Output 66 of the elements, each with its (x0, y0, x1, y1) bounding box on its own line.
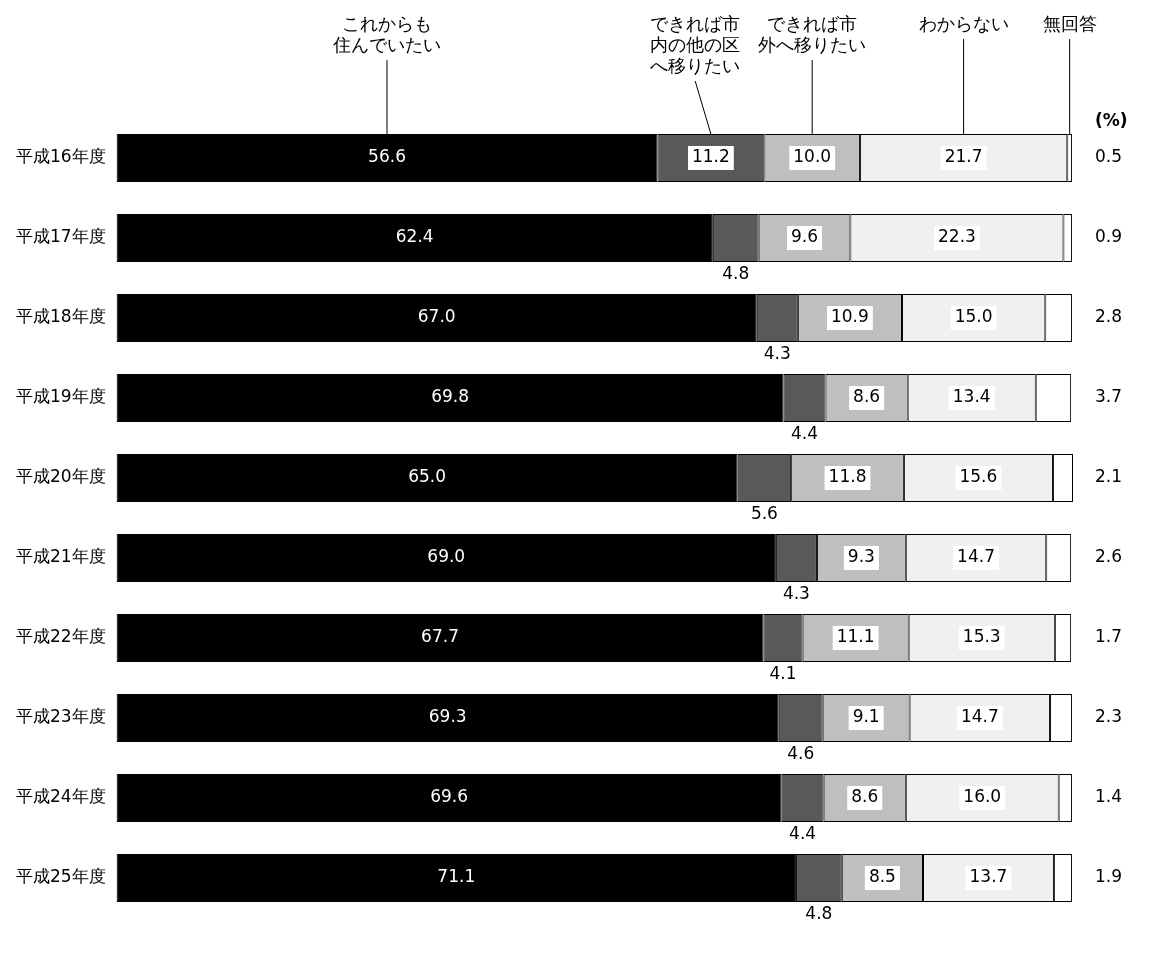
y-tick-label: 平成21年度 (15, 546, 106, 567)
data-label: 15.3 (962, 626, 1001, 647)
data-label: 56.6 (368, 146, 406, 167)
data-label: 69.8 (431, 386, 469, 407)
data-label: 0.9 (1095, 226, 1123, 247)
data-label: 4.4 (789, 823, 817, 844)
text: わからない (918, 12, 1009, 34)
data-label: 2.8 (1095, 306, 1123, 327)
data-label: 1.9 (1095, 866, 1123, 887)
y-tick-label: 平成25年度 (15, 866, 106, 887)
data-label: 21.7 (944, 146, 983, 167)
data-label: 2.1 (1095, 466, 1123, 487)
data-label: 13.7 (969, 866, 1008, 887)
data-label: 14.7 (960, 706, 999, 727)
data-label: 4.1 (769, 663, 797, 684)
y-tick-label: 平成18年度 (15, 306, 106, 327)
data-label: 4.8 (722, 263, 750, 284)
data-label: 16.0 (963, 786, 1002, 807)
y-tick-label: 平成16年度 (15, 146, 106, 167)
data-label: 11.2 (691, 146, 730, 167)
data-label: 8.6 (853, 386, 881, 407)
data-label: 10.0 (793, 146, 832, 167)
y-tick-label: 平成20年度 (15, 466, 106, 487)
data-label: 62.4 (395, 226, 434, 247)
y-tick-label: 平成22年度 (15, 626, 106, 647)
y-tick-label: 平成24年度 (15, 786, 106, 807)
data-label: 9.6 (791, 226, 819, 247)
data-label: 67.0 (417, 306, 456, 327)
data-label: 11.8 (828, 466, 867, 487)
data-label: 15.0 (954, 306, 993, 327)
data-label: 14.7 (957, 546, 995, 567)
y-tick-label: 平成17年度 (15, 226, 106, 247)
data-label: 9.3 (847, 546, 875, 567)
data-label: 11.1 (836, 626, 875, 647)
data-label: 69.6 (430, 786, 469, 807)
y-tick-label: 平成23年度 (15, 706, 106, 727)
data-label: 3.7 (1095, 386, 1123, 407)
data-label: 5.6 (750, 503, 778, 524)
data-label: 15.6 (959, 466, 998, 487)
text: (%) (1095, 109, 1128, 130)
data-label: 4.3 (782, 583, 810, 604)
data-label: 13.4 (952, 386, 991, 407)
text: できれば市内の他の区へ移りたい (650, 12, 741, 76)
data-label: 71.1 (437, 866, 476, 887)
data-label: 8.6 (851, 786, 879, 807)
text: これからも住んでいたい (332, 12, 442, 55)
data-label: 2.6 (1095, 546, 1123, 567)
y-tick-label: 平成19年度 (15, 386, 106, 407)
data-label: 65.0 (408, 466, 447, 487)
data-label: 10.9 (830, 306, 869, 327)
data-label: 69.3 (428, 706, 467, 727)
data-label: 4.6 (787, 743, 815, 764)
data-label: 4.8 (805, 903, 833, 924)
data-label: 8.5 (868, 866, 896, 887)
data-label: 1.7 (1095, 626, 1123, 647)
data-label: 4.3 (763, 343, 791, 364)
data-label: 67.7 (421, 626, 459, 647)
text: できれば市外へ移りたい (758, 12, 867, 55)
data-label: 0.5 (1095, 146, 1123, 167)
data-label: 9.1 (852, 706, 880, 727)
data-label: 2.3 (1095, 706, 1123, 727)
data-label: 22.3 (937, 226, 976, 247)
data-label: 1.4 (1095, 786, 1123, 807)
data-label: 4.4 (791, 423, 819, 444)
data-label: 69.0 (427, 546, 466, 567)
text: 無回答 (1042, 12, 1097, 34)
